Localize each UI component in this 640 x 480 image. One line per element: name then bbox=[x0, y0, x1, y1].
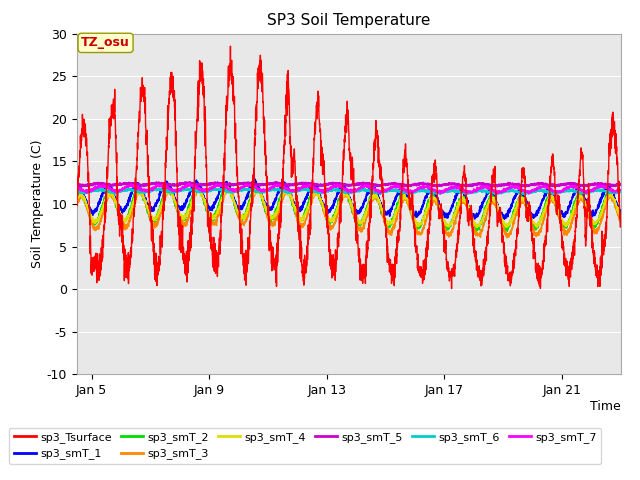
sp3_smT_1 bbox=[471, 216, 479, 222]
sp3_smT_2 bbox=[607, 192, 614, 197]
sp3_smT_7 bbox=[305, 182, 313, 188]
sp3_smT_6 bbox=[617, 189, 625, 195]
sp3_smT_3 bbox=[224, 184, 232, 190]
sp3_smT_5 bbox=[73, 181, 81, 187]
sp3_smT_5 bbox=[282, 181, 289, 187]
sp3_smT_2 bbox=[73, 195, 81, 201]
sp3_smT_7 bbox=[607, 187, 614, 192]
sp3_smT_3 bbox=[305, 206, 313, 212]
sp3_smT_1 bbox=[305, 189, 313, 195]
sp3_smT_4 bbox=[224, 186, 232, 192]
Line: sp3_smT_2: sp3_smT_2 bbox=[77, 186, 621, 233]
sp3_smT_2 bbox=[282, 185, 289, 191]
sp3_smT_3 bbox=[167, 188, 175, 193]
sp3_smT_7 bbox=[282, 186, 289, 192]
sp3_smT_1 bbox=[282, 180, 289, 186]
Line: sp3_smT_1: sp3_smT_1 bbox=[77, 179, 621, 219]
sp3_smT_5 bbox=[167, 182, 175, 188]
sp3_Tsurface bbox=[305, 231, 313, 237]
sp3_smT_7 bbox=[186, 180, 193, 186]
sp3_Tsurface bbox=[73, 203, 81, 208]
sp3_smT_5 bbox=[305, 181, 313, 187]
sp3_smT_4 bbox=[617, 215, 625, 221]
sp3_smT_5 bbox=[617, 181, 625, 187]
sp3_smT_6 bbox=[305, 187, 313, 192]
sp3_smT_4 bbox=[607, 193, 614, 199]
sp3_smT_2 bbox=[617, 217, 625, 223]
sp3_smT_1 bbox=[135, 184, 143, 190]
sp3_smT_4 bbox=[167, 190, 175, 196]
sp3_Tsurface bbox=[167, 89, 175, 95]
sp3_smT_3 bbox=[504, 235, 511, 240]
sp3_smT_5 bbox=[433, 184, 440, 190]
Y-axis label: Soil Temperature (C): Soil Temperature (C) bbox=[31, 140, 44, 268]
X-axis label: Time: Time bbox=[590, 400, 621, 413]
sp3_smT_6 bbox=[548, 190, 556, 195]
sp3_smT_3 bbox=[282, 190, 289, 196]
Legend: sp3_Tsurface, sp3_smT_1, sp3_smT_2, sp3_smT_3, sp3_smT_4, sp3_smT_5, sp3_smT_6, : sp3_Tsurface, sp3_smT_1, sp3_smT_2, sp3_… bbox=[9, 428, 602, 464]
sp3_smT_1 bbox=[548, 190, 556, 196]
sp3_smT_6 bbox=[282, 189, 289, 195]
sp3_smT_1 bbox=[617, 211, 625, 216]
sp3_Tsurface bbox=[607, 130, 614, 135]
sp3_smT_1 bbox=[607, 187, 614, 193]
sp3_smT_2 bbox=[167, 190, 175, 195]
sp3_smT_3 bbox=[607, 192, 614, 198]
sp3_smT_1 bbox=[167, 186, 175, 192]
sp3_Tsurface bbox=[617, 221, 625, 227]
sp3_smT_3 bbox=[548, 196, 556, 202]
sp3_smT_3 bbox=[617, 221, 625, 227]
sp3_smT_3 bbox=[73, 200, 81, 205]
sp3_Tsurface bbox=[548, 154, 556, 159]
sp3_smT_7 bbox=[135, 184, 143, 190]
sp3_smT_2 bbox=[305, 196, 313, 202]
sp3_Tsurface bbox=[448, 286, 456, 291]
sp3_smT_5 bbox=[185, 179, 193, 185]
sp3_smT_7 bbox=[548, 186, 556, 192]
sp3_smT_5 bbox=[607, 182, 614, 188]
Line: sp3_smT_6: sp3_smT_6 bbox=[77, 188, 621, 194]
sp3_smT_6 bbox=[167, 189, 175, 195]
sp3_smT_4 bbox=[73, 195, 81, 201]
Line: sp3_smT_5: sp3_smT_5 bbox=[77, 182, 621, 187]
sp3_smT_3 bbox=[135, 188, 143, 194]
sp3_Tsurface bbox=[282, 133, 289, 139]
sp3_smT_1 bbox=[251, 176, 259, 182]
Text: TZ_osu: TZ_osu bbox=[81, 36, 130, 49]
sp3_Tsurface bbox=[227, 43, 234, 49]
sp3_smT_6 bbox=[376, 192, 384, 197]
sp3_smT_7 bbox=[167, 187, 175, 193]
sp3_smT_4 bbox=[282, 189, 289, 194]
sp3_smT_4 bbox=[305, 201, 313, 207]
sp3_smT_6 bbox=[183, 185, 191, 191]
sp3_Tsurface bbox=[135, 117, 143, 123]
sp3_smT_7 bbox=[73, 183, 81, 189]
sp3_smT_5 bbox=[135, 181, 143, 187]
Line: sp3_Tsurface: sp3_Tsurface bbox=[77, 46, 621, 288]
sp3_smT_4 bbox=[135, 191, 143, 196]
sp3_smT_6 bbox=[73, 188, 81, 194]
Line: sp3_smT_7: sp3_smT_7 bbox=[77, 183, 621, 193]
sp3_smT_7 bbox=[436, 191, 444, 196]
sp3_smT_2 bbox=[135, 188, 143, 193]
sp3_smT_6 bbox=[135, 188, 143, 194]
sp3_smT_1 bbox=[73, 188, 81, 193]
sp3_smT_4 bbox=[548, 194, 556, 200]
Title: SP3 Soil Temperature: SP3 Soil Temperature bbox=[267, 13, 431, 28]
sp3_smT_2 bbox=[472, 230, 480, 236]
sp3_smT_2 bbox=[252, 183, 260, 189]
Line: sp3_smT_3: sp3_smT_3 bbox=[77, 187, 621, 238]
sp3_smT_4 bbox=[473, 224, 481, 230]
sp3_smT_7 bbox=[617, 187, 625, 192]
sp3_smT_2 bbox=[548, 192, 556, 198]
Line: sp3_smT_4: sp3_smT_4 bbox=[77, 189, 621, 227]
sp3_smT_6 bbox=[607, 190, 614, 195]
sp3_smT_5 bbox=[548, 181, 556, 187]
